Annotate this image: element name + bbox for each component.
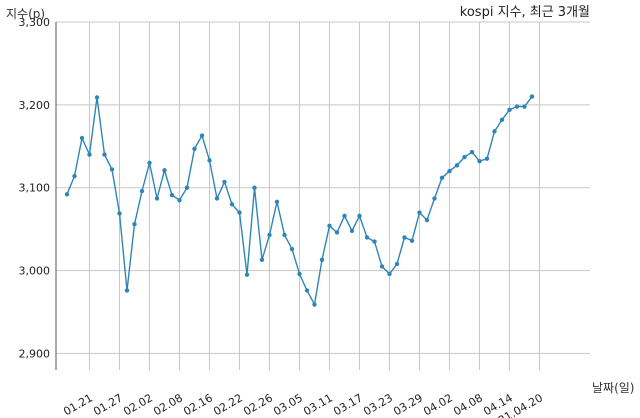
data-point (507, 107, 512, 113)
y-tick-label: 3,000 (19, 265, 51, 278)
x-tick-label: 02.16 (181, 391, 215, 418)
chart-title: kospi 지수, 최근 3개월 (460, 5, 590, 20)
data-point (147, 160, 152, 166)
data-point (417, 210, 422, 215)
data-point (94, 95, 100, 100)
data-point (349, 228, 355, 233)
data-point (267, 232, 272, 238)
data-point (484, 156, 490, 161)
data-point (109, 167, 115, 172)
data-point (207, 158, 212, 163)
data-point (432, 196, 437, 201)
data-point (154, 196, 160, 201)
data-point (312, 302, 317, 307)
x-tick-label: 04.02 (421, 391, 455, 418)
data-point (72, 173, 77, 179)
x-axis-ticks: 01.2101.2702.0202.0802.1602.2202.2603.05… (61, 391, 545, 418)
data-point (237, 210, 242, 215)
x-tick-label: 03.23 (361, 391, 395, 418)
y-tick-label: 3,100 (19, 182, 51, 195)
data-point (514, 104, 520, 109)
y-tick-label: 2,900 (19, 347, 51, 360)
x-tick-label: 04.08 (451, 391, 485, 418)
grid (56, 21, 590, 370)
x-tick-label: 03.29 (391, 391, 425, 418)
data-point (394, 261, 400, 267)
data-point (492, 129, 497, 134)
data-point (319, 257, 325, 262)
data-point (162, 168, 167, 173)
data-point (304, 288, 310, 293)
data-point (87, 152, 92, 157)
y-axis-ticks: 2,900 3,000 3,100 3,200 3,300 (19, 16, 51, 360)
x-tick-label: 03.17 (331, 391, 365, 418)
data-point (469, 149, 475, 155)
data-point (222, 179, 227, 185)
data-point (357, 213, 362, 219)
data-point (499, 117, 505, 122)
data-point (64, 192, 70, 197)
data-point (379, 264, 385, 269)
data-point (522, 104, 527, 109)
data-point (184, 185, 190, 190)
x-tick-label: 02.22 (211, 391, 245, 418)
data-points (64, 94, 535, 307)
data-point (252, 185, 257, 190)
data-point (199, 133, 205, 138)
data-point (409, 238, 415, 243)
data-point (477, 159, 482, 164)
data-point (274, 199, 280, 204)
data-point (289, 246, 295, 252)
data-point (259, 257, 265, 262)
y-axis-label: 지수(p) (6, 7, 45, 21)
y-tick-label: 3,300 (19, 16, 51, 29)
x-tick-label: 01.27 (91, 391, 125, 418)
data-point (424, 217, 430, 223)
data-point (192, 146, 197, 151)
data-point (462, 154, 467, 160)
data-point (447, 168, 452, 174)
x-axis-label: 날짜(일) (592, 381, 634, 395)
data-point (79, 135, 85, 141)
data-point (102, 152, 107, 157)
data-point (117, 211, 122, 216)
x-tick-label: 02.26 (241, 391, 275, 418)
data-point (297, 271, 302, 277)
x-tick-label: 03.11 (301, 391, 335, 418)
data-point (139, 188, 145, 194)
x-tick-label: 02.08 (151, 391, 185, 418)
data-point (124, 288, 130, 293)
data-point (229, 202, 235, 207)
data-point (177, 197, 182, 203)
x-tick-label: 01.21 (61, 391, 95, 418)
data-point (372, 239, 377, 244)
data-point (244, 272, 250, 277)
data-point (387, 271, 392, 277)
data-point (132, 221, 137, 227)
data-point (364, 235, 370, 240)
data-point (214, 196, 220, 201)
data-point (282, 232, 287, 238)
data-point (334, 230, 340, 235)
data-point (327, 223, 332, 229)
x-tick-label: 03.05 (271, 391, 305, 418)
data-point (439, 175, 445, 180)
y-tick-label: 3,200 (19, 99, 51, 112)
x-tick-label: 02.02 (121, 391, 155, 418)
data-point (169, 192, 175, 198)
data-point (402, 235, 407, 240)
data-point (342, 213, 347, 219)
data-point (529, 94, 535, 99)
data-point (454, 163, 460, 168)
